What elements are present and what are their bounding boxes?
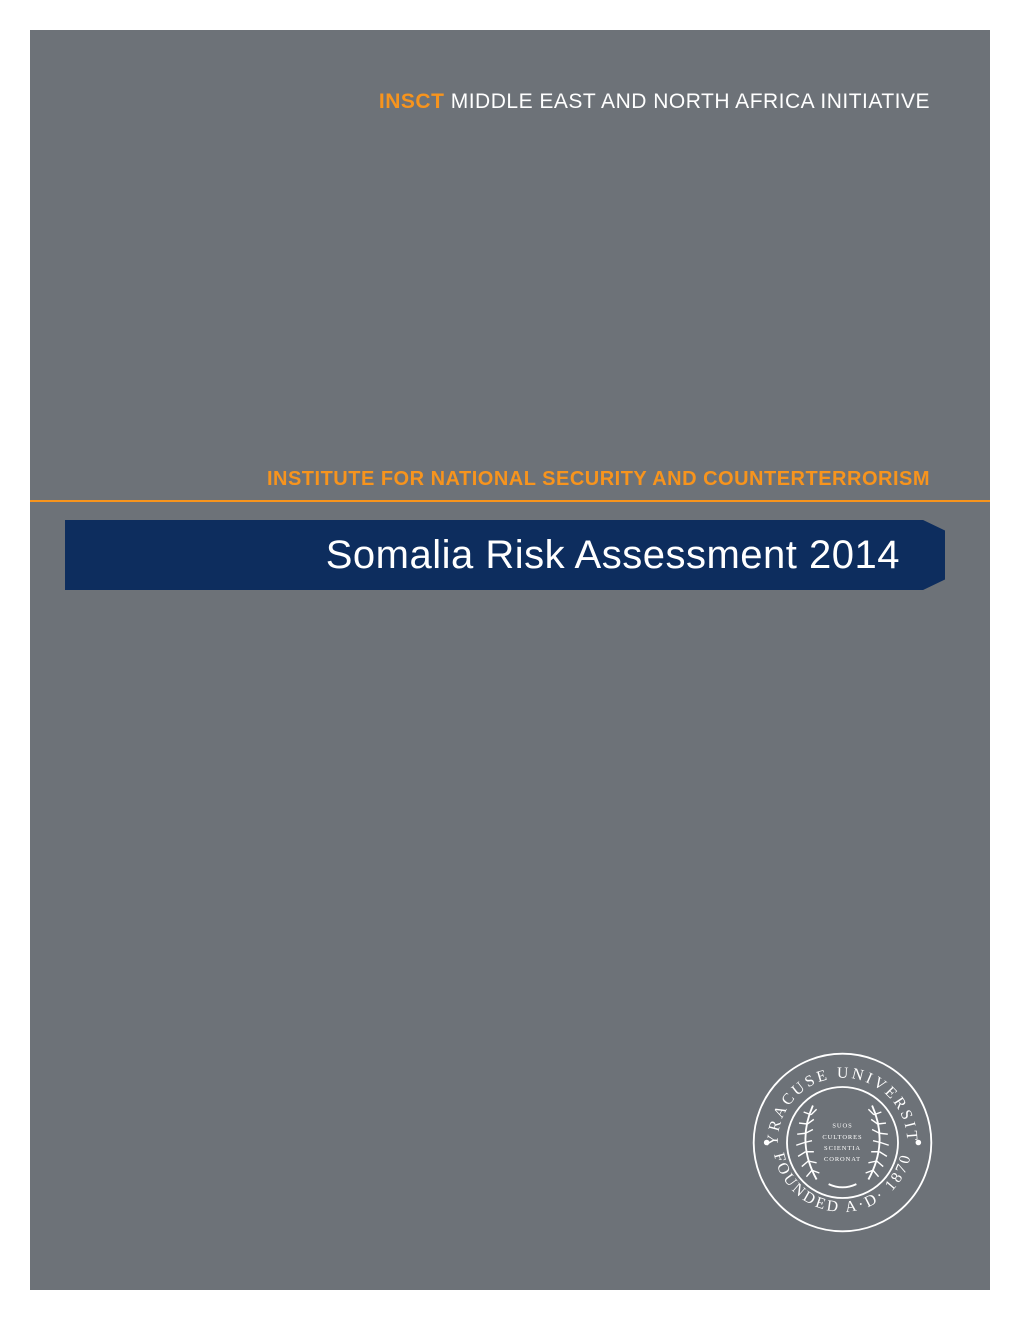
header-initiative: INSCT MIDDLE EAST AND NORTH AFRICA INITI… — [379, 90, 930, 114]
header-acronym: INSCT — [379, 90, 445, 113]
header-initiative-name: MIDDLE EAST AND NORTH AFRICA INITIATIVE — [451, 90, 930, 113]
university-seal: SYRACUSE UNIVERSITY FOUNDED A·D· 1870 — [750, 1050, 935, 1235]
svg-text:SYRACUSE UNIVERSITY: SYRACUSE UNIVERSITY — [750, 1050, 920, 1146]
institute-name: INSTITUTE FOR NATIONAL SECURITY AND COUN… — [267, 468, 930, 491]
horizontal-rule — [30, 500, 990, 502]
document-title: Somalia Risk Assessment 2014 — [326, 533, 900, 578]
svg-text:SCIENTIA: SCIENTIA — [824, 1145, 861, 1152]
seal-top-text: SYRACUSE UNIVERSITY — [750, 1050, 920, 1146]
title-main: Somalia Risk Assessment — [326, 533, 798, 577]
svg-text:CULTORES: CULTORES — [822, 1134, 862, 1141]
seal-motto: SUOS CULTORES SCIENTIA CORONAT — [822, 1123, 862, 1163]
svg-text:SUOS: SUOS — [832, 1123, 852, 1130]
title-notch-top — [921, 519, 946, 531]
title-notch-bottom — [921, 579, 946, 591]
title-bar: Somalia Risk Assessment 2014 — [65, 520, 945, 590]
svg-text:CORONAT: CORONAT — [824, 1156, 861, 1163]
title-year: 2014 — [809, 533, 900, 577]
cover-page: INSCT MIDDLE EAST AND NORTH AFRICA INITI… — [30, 30, 990, 1290]
